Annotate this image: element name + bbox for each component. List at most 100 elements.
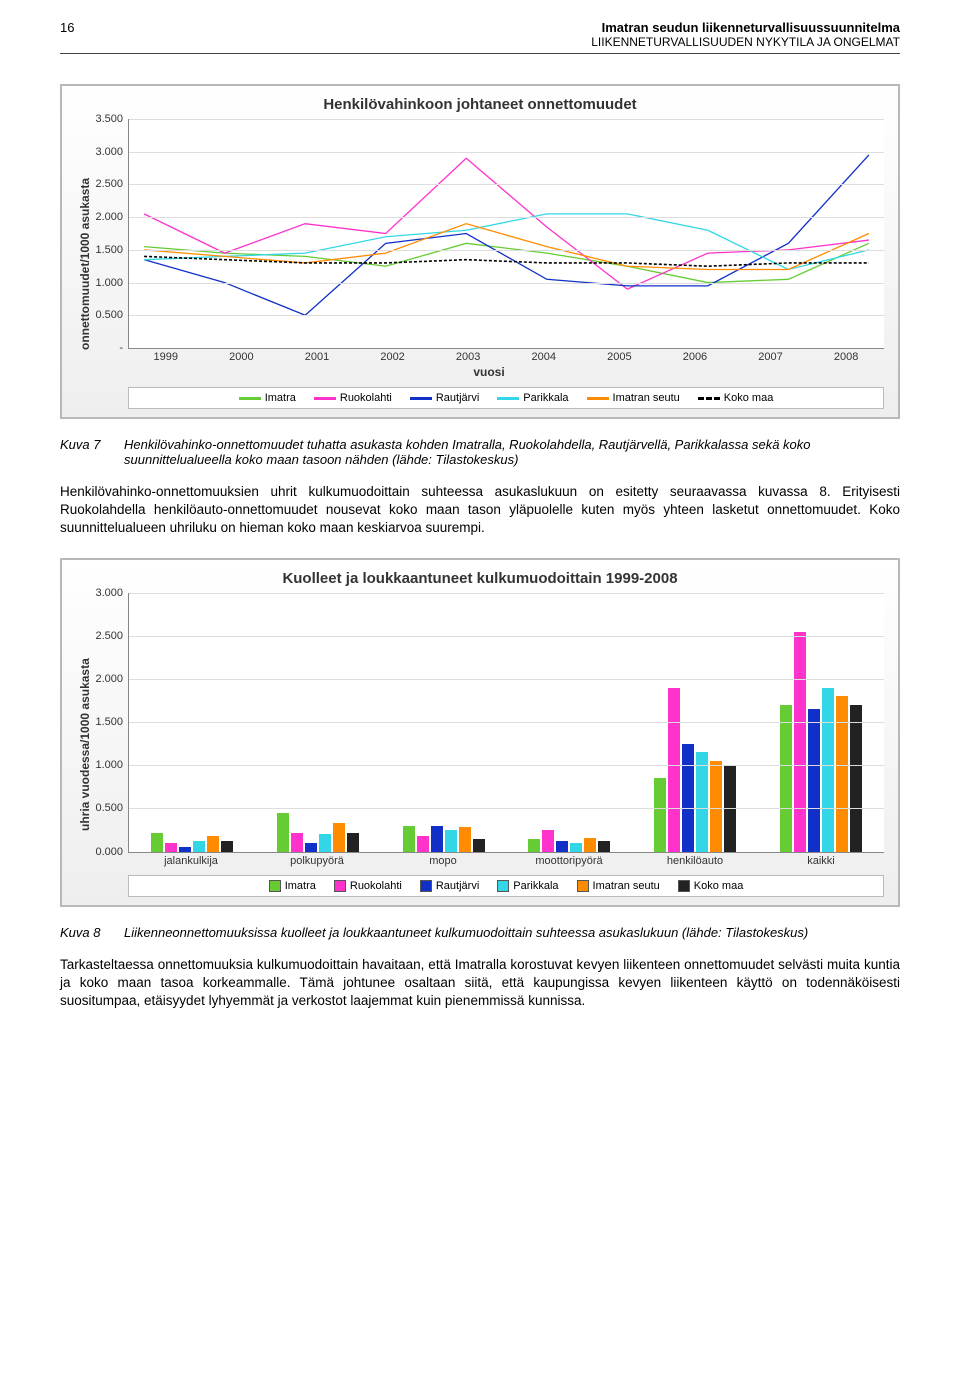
legend-label: Imatra: [265, 392, 296, 404]
legend-label: Imatra: [285, 880, 316, 892]
caption1-label: Kuva 7: [60, 437, 124, 467]
legend-swatch-icon: [587, 397, 609, 400]
paragraph1: Henkilövahinko-onnettomuuksien uhrit kul…: [60, 483, 900, 538]
bar: [193, 841, 205, 851]
bar: [668, 688, 680, 852]
bar: [207, 836, 219, 852]
caption1-text: Henkilövahinko-onnettomuudet tuhatta asu…: [124, 437, 900, 467]
legend-swatch-icon: [334, 880, 346, 892]
header-subtitle: LIIKENNETURVALLISUUDEN NYKYTILA JA ONGEL…: [100, 35, 900, 49]
chart1-ytick: 2.000: [95, 211, 129, 223]
chart1-legend-item: Imatra: [239, 392, 296, 404]
chart2-ytick: 2.000: [95, 673, 129, 685]
chart1-legend-item: Ruokolahti: [314, 392, 392, 404]
chart1-xtick: 2008: [808, 349, 884, 363]
chart1-xlabel: vuosi: [94, 365, 884, 379]
legend-swatch-icon: [269, 880, 281, 892]
chart1-xtick: 2004: [506, 349, 582, 363]
chart2-ytick: 0.500: [95, 802, 129, 814]
chart1-ytick: 1.000: [95, 277, 129, 289]
chart1-xtick: 2000: [204, 349, 280, 363]
legend-label: Koko maa: [694, 880, 744, 892]
bar: [151, 833, 163, 852]
legend-label: Parikkala: [513, 880, 558, 892]
legend-label: Rautjärvi: [436, 880, 479, 892]
header-titles: Imatran seudun liikenneturvallisuussuunn…: [100, 20, 900, 49]
bar: [431, 826, 443, 852]
chart2-xtick: jalankulkija: [128, 853, 254, 867]
bar: [794, 632, 806, 852]
bar: [584, 838, 596, 852]
bar: [570, 843, 582, 852]
legend-swatch-icon: [678, 880, 690, 892]
chart1-xtick: 2002: [355, 349, 431, 363]
page-number: 16: [60, 20, 100, 35]
bar: [542, 830, 554, 852]
bar: [165, 843, 177, 852]
chart1-xtick: 2003: [430, 349, 506, 363]
legend-label: Ruokolahti: [340, 392, 392, 404]
bar: [850, 705, 862, 852]
bar: [179, 847, 191, 851]
caption2: Kuva 8 Liikenneonnettomuuksissa kuolleet…: [60, 925, 900, 940]
legend-swatch-icon: [497, 397, 519, 400]
chart1-xtick: 1999: [128, 349, 204, 363]
chart1-lines: [129, 119, 884, 348]
chart1-title: Henkilövahinkoon johtaneet onnettomuudet: [76, 96, 884, 113]
chart2-legend-item: Ruokolahti: [334, 880, 402, 892]
chart1-xtick: 2006: [657, 349, 733, 363]
chart1-xtick: 2007: [733, 349, 809, 363]
bar: [836, 696, 848, 851]
chart2-xticks: jalankulkijapolkupyörämopomoottoripyöräh…: [128, 853, 884, 867]
legend-label: Imatran seutu: [593, 880, 660, 892]
chart1-legend-item: Rautjärvi: [410, 392, 479, 404]
chart1-ytick: 3.000: [95, 146, 129, 158]
bar: [682, 744, 694, 852]
chart2-legend-item: Imatran seutu: [577, 880, 660, 892]
legend-swatch-icon: [577, 880, 589, 892]
bar: [221, 841, 233, 851]
chart1-legend: Imatra Ruokolahti Rautjärvi Parikkala Imatra…: [128, 387, 884, 409]
chart2-xtick: mopo: [380, 853, 506, 867]
bar: [277, 813, 289, 852]
chart2-legend-item: Imatra: [269, 880, 316, 892]
chart2-ytick: 2.500: [95, 630, 129, 642]
caption2-text: Liikenneonnettomuuksissa kuolleet ja lou…: [124, 925, 808, 940]
bar: [403, 826, 415, 852]
legend-swatch-icon: [698, 397, 720, 400]
bar: [459, 827, 471, 851]
chart1-plot: -0.5001.0001.5002.0002.5003.0003.500: [128, 119, 884, 349]
chart2-xtick: moottoripyörä: [506, 853, 632, 867]
header-title: Imatran seudun liikenneturvallisuussuunn…: [100, 20, 900, 35]
bar: [473, 839, 485, 852]
chart2-plot: 0.0000.5001.0001.5002.0002.5003.000: [128, 593, 884, 853]
chart1-ytick: 2.500: [95, 178, 129, 190]
bar: [305, 843, 317, 852]
bar: [417, 836, 429, 852]
caption1: Kuva 7 Henkilövahinko-onnettomuudet tuha…: [60, 437, 900, 467]
bar: [710, 761, 722, 852]
chart2-container: Kuolleet ja loukkaantuneet kulkumuodoitt…: [60, 558, 900, 907]
chart2-legend-item: Rautjärvi: [420, 880, 479, 892]
chart1-legend-item: Parikkala: [497, 392, 568, 404]
legend-label: Imatran seutu: [613, 392, 680, 404]
legend-label: Koko maa: [724, 392, 774, 404]
legend-swatch-icon: [410, 397, 432, 400]
chart2-xtick: henkilöauto: [632, 853, 758, 867]
bar: [822, 688, 834, 852]
chart1-ytick: 3.500: [95, 113, 129, 125]
chart2-ytick: 3.000: [95, 587, 129, 599]
chart1-xticks: 1999200020012002200320042005200620072008: [128, 349, 884, 363]
legend-swatch-icon: [497, 880, 509, 892]
bar: [291, 833, 303, 852]
bar: [319, 834, 331, 851]
chart2-legend-item: Koko maa: [678, 880, 744, 892]
chart2-ytick: 1.000: [95, 759, 129, 771]
chart1-ytick: -: [119, 342, 129, 354]
bar: [808, 709, 820, 851]
chart1-xtick: 2001: [279, 349, 355, 363]
chart1-xtick: 2005: [582, 349, 658, 363]
chart2-xtick: kaikki: [758, 853, 884, 867]
legend-label: Rautjärvi: [436, 392, 479, 404]
chart1-legend-item: Koko maa: [698, 392, 774, 404]
